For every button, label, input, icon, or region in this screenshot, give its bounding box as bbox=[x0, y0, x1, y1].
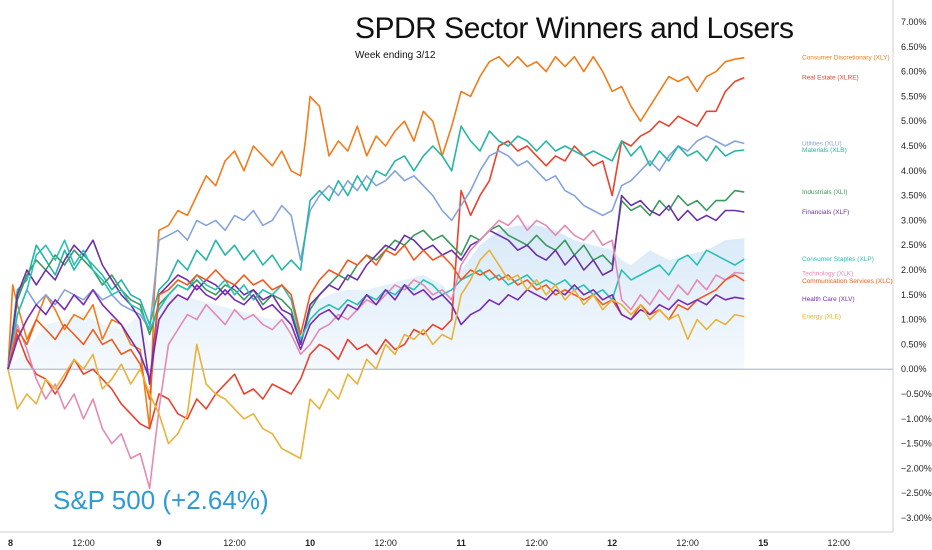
x-tick-label: 8 bbox=[8, 538, 13, 548]
y-tick-label: −3.00% bbox=[901, 513, 932, 523]
series-line bbox=[7, 239, 745, 370]
series-label: Industrials (XLI) bbox=[802, 189, 848, 196]
y-tick-label: 0.50% bbox=[901, 339, 927, 349]
series-end-labels: Consumer Discretionary (XLY) Real Estate … bbox=[802, 55, 893, 321]
series-label: Real Estate (XLRE) bbox=[802, 75, 859, 82]
series-label: Consumer Discretionary (XLY) bbox=[802, 55, 890, 62]
y-tick-label: −2.50% bbox=[901, 488, 932, 498]
x-tick-label: 12:00 bbox=[525, 538, 548, 548]
series-label: Communication Services (XLC) bbox=[802, 278, 893, 285]
y-tick-label: 4.00% bbox=[901, 166, 927, 176]
y-axis: 7.00% 6.50% 6.00% 5.50% 5.00% 4.50% 4.00% 3.50%… bbox=[892, 0, 932, 532]
y-tick-label: 1.50% bbox=[901, 290, 927, 300]
benchmark-label: S&P 500 (+2.64%) bbox=[53, 485, 269, 515]
benchmark-area bbox=[8, 225, 745, 370]
series-line bbox=[7, 135, 745, 370]
y-tick-label: 2.00% bbox=[901, 265, 927, 275]
chart-subtitle: Week ending 3/12 bbox=[355, 50, 436, 61]
series-label: Financials (XLF) bbox=[802, 209, 849, 216]
x-tick-label: 12:00 bbox=[827, 538, 850, 548]
series-label: Technology (XLK) bbox=[802, 270, 853, 277]
x-tick-label: 12:00 bbox=[72, 538, 95, 548]
series-label: Materials (XLB) bbox=[802, 147, 847, 154]
y-tick-label: 6.00% bbox=[901, 67, 927, 77]
series-line bbox=[7, 249, 745, 460]
y-tick-label: 5.50% bbox=[901, 91, 927, 101]
y-tick-label: 3.00% bbox=[901, 215, 927, 225]
y-tick-label: 3.50% bbox=[901, 191, 927, 201]
y-tick-label: 0.00% bbox=[901, 364, 927, 374]
x-tick-label: 10 bbox=[305, 538, 315, 548]
y-tick-label: 7.00% bbox=[901, 17, 927, 27]
x-tick-label: 12 bbox=[607, 538, 617, 548]
x-axis: 8 12:00 9 12:00 10 12:00 11 12:00 12 12:00 15 12:00 bbox=[0, 531, 893, 548]
x-tick-label: 9 bbox=[157, 538, 162, 548]
y-tick-label: 5.00% bbox=[901, 116, 927, 126]
x-tick-label: 11 bbox=[456, 538, 466, 548]
series-line bbox=[7, 284, 745, 380]
x-tick-label: 12:00 bbox=[374, 538, 397, 548]
y-tick-label: 2.50% bbox=[901, 240, 927, 250]
series-line bbox=[7, 125, 745, 370]
series-label: Consumer Staples (XLP) bbox=[802, 256, 874, 263]
series-line bbox=[7, 76, 745, 430]
series-label: Energy (XLE) bbox=[802, 314, 841, 321]
series-line bbox=[7, 55, 745, 430]
plot-area bbox=[7, 55, 893, 489]
chart-title: SPDR Sector Winners and Losers bbox=[355, 12, 794, 45]
series-label: Utilities (XLU) bbox=[802, 141, 842, 148]
y-tick-label: 1.00% bbox=[901, 315, 927, 325]
x-tick-label: 15 bbox=[758, 538, 768, 548]
y-tick-label: −1.00% bbox=[901, 414, 932, 424]
y-tick-label: −2.00% bbox=[901, 463, 932, 473]
x-tick-label: 12:00 bbox=[676, 538, 699, 548]
y-tick-label: −1.50% bbox=[901, 439, 932, 449]
x-tick-label: 12:00 bbox=[223, 538, 246, 548]
y-tick-label: −0.50% bbox=[901, 389, 932, 399]
y-tick-label: 4.50% bbox=[901, 141, 927, 151]
y-tick-label: 6.50% bbox=[901, 42, 927, 52]
series-label: Health Care (XLV) bbox=[802, 296, 855, 303]
